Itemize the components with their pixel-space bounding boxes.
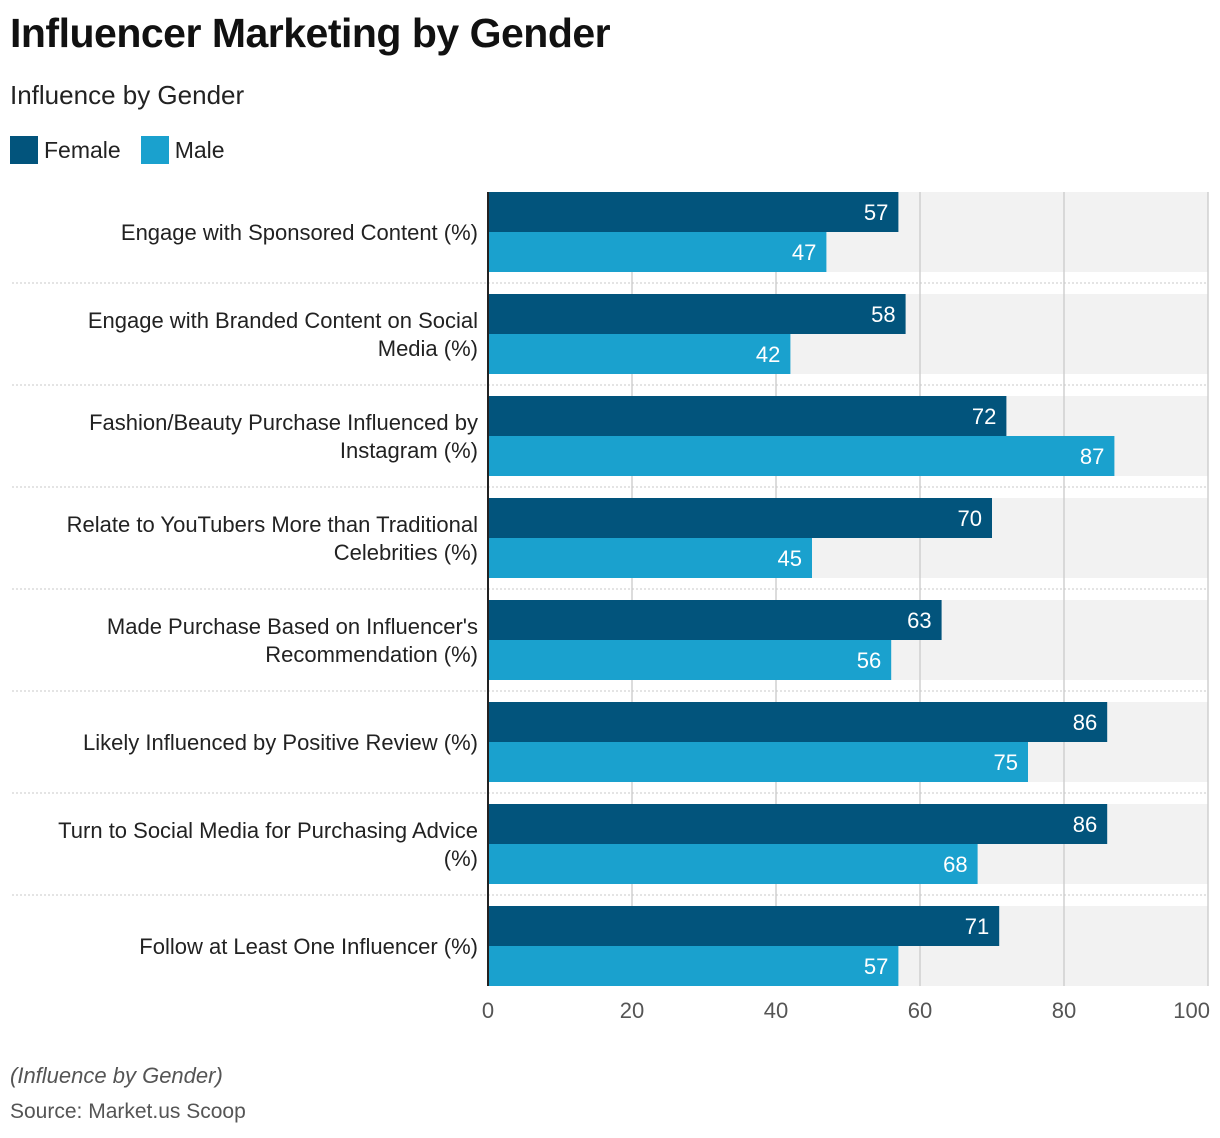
category-label: Fashion/Beauty Purchase Influenced by	[89, 410, 478, 435]
value-label-female: 57	[864, 200, 888, 225]
value-label-female: 72	[972, 404, 996, 429]
bar-female	[488, 906, 1000, 946]
category-label: Relate to YouTubers More than Traditiona…	[67, 512, 478, 537]
category-label: Likely Influenced by Positive Review (%)	[83, 730, 478, 755]
legend-label-female: Female	[44, 136, 121, 163]
bar-male	[488, 436, 1115, 476]
category-label: Made Purchase Based on Influencer's	[107, 614, 478, 639]
x-tick-label: 20	[620, 998, 644, 1023]
bar-male	[488, 640, 892, 680]
bar-female	[488, 192, 899, 232]
category-label: (%)	[444, 846, 478, 871]
legend: Female Male	[10, 136, 245, 164]
category-label: Engage with Branded Content on Social	[88, 308, 478, 333]
value-label-female: 71	[965, 914, 989, 939]
category-label: Follow at Least One Influencer (%)	[139, 934, 478, 959]
value-label-male: 87	[1080, 444, 1104, 469]
legend-swatch-female	[10, 136, 38, 164]
bar-female	[488, 702, 1108, 742]
bar-female	[488, 498, 992, 538]
x-tick-label: 40	[764, 998, 788, 1023]
x-tick-label: 100	[1173, 998, 1210, 1023]
x-tick-label: 80	[1052, 998, 1076, 1023]
category-label: Recommendation (%)	[265, 642, 478, 667]
value-label-male: 45	[778, 546, 802, 571]
value-label-female: 63	[907, 608, 931, 633]
category-label: Celebrities (%)	[334, 540, 478, 565]
value-label-male: 42	[756, 342, 780, 367]
value-label-male: 56	[857, 648, 881, 673]
value-label-male: 57	[864, 954, 888, 979]
chart-subtitle: Influence by Gender	[10, 80, 245, 110]
value-label-male: 75	[994, 750, 1018, 775]
source-note: Source: Market.us Scoop	[10, 1100, 246, 1123]
bar-male	[488, 742, 1028, 782]
category-label: Turn to Social Media for Purchasing Advi…	[58, 818, 478, 843]
bar-female	[488, 600, 942, 640]
footnote: (Influence by Gender)	[10, 1063, 223, 1088]
bar-male	[488, 334, 791, 374]
bar-male	[488, 538, 812, 578]
bar-female	[488, 294, 906, 334]
value-label-male: 47	[792, 240, 816, 265]
legend-swatch-male	[140, 136, 169, 164]
bar-male	[488, 946, 899, 986]
bar-male	[488, 232, 827, 272]
category-label: Media (%)	[378, 336, 478, 361]
x-tick-label: 60	[908, 998, 932, 1023]
value-label-female: 58	[871, 302, 895, 327]
legend-item-male[interactable]: Male	[140, 136, 225, 164]
value-label-male: 68	[943, 852, 967, 877]
bar-female	[488, 396, 1007, 436]
chart-title: Influencer Marketing by Gender	[10, 10, 611, 56]
category-label: Instagram (%)	[340, 438, 478, 463]
value-label-female: 86	[1073, 710, 1097, 735]
legend-label-male: Male	[174, 136, 225, 163]
category-label: Engage with Sponsored Content (%)	[121, 220, 478, 245]
bar-female	[488, 804, 1108, 844]
value-label-female: 70	[958, 506, 982, 531]
value-label-female: 86	[1073, 812, 1097, 837]
bar-male	[488, 844, 978, 884]
x-tick-label: 0	[482, 998, 494, 1023]
legend-item-female[interactable]: Female	[10, 136, 121, 164]
